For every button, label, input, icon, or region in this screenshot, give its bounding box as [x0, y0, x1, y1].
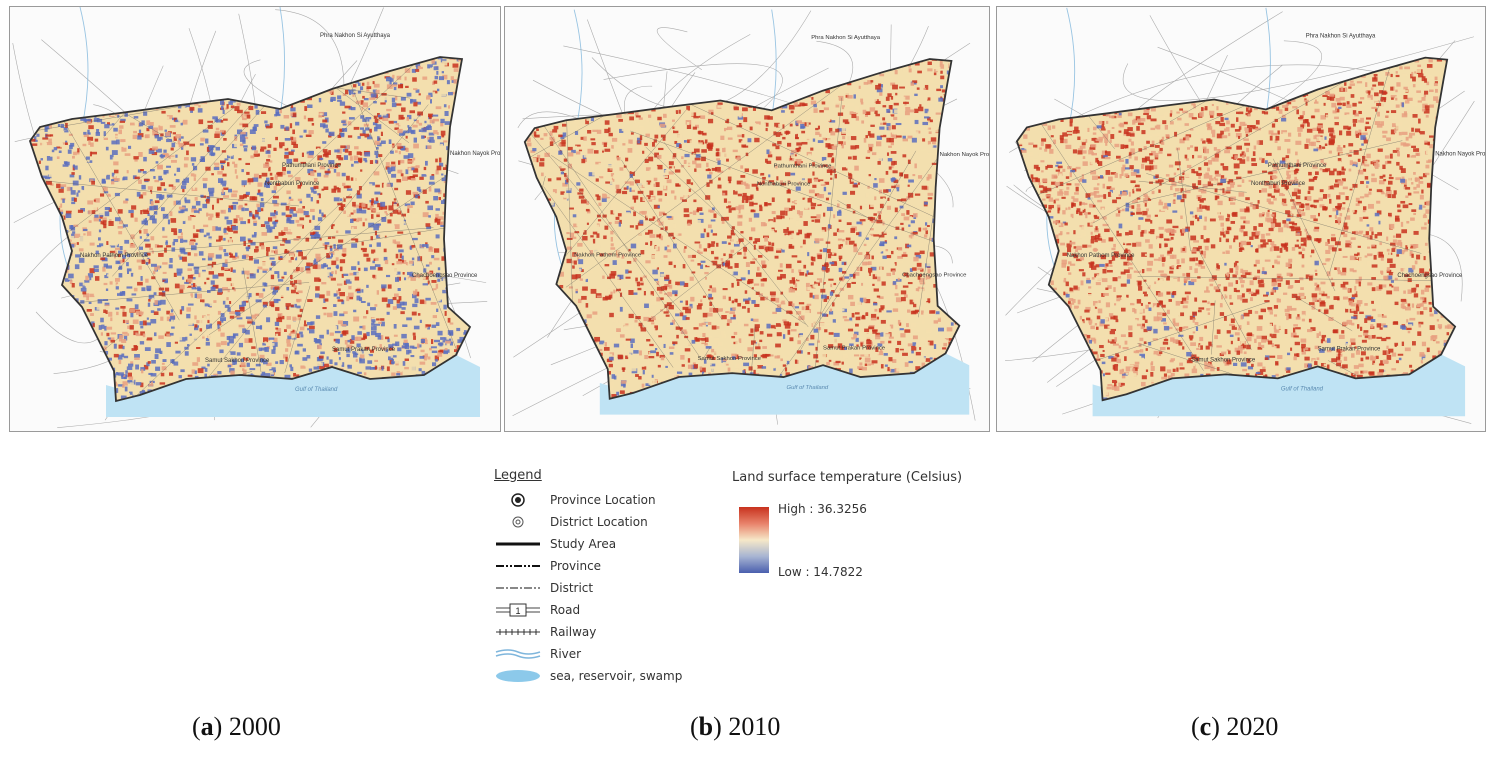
- caption-c: (c) 2020: [1191, 712, 1279, 741]
- map-label-samut_prakan: Samut Prakan Province: [1318, 346, 1381, 352]
- map-label-chachoengsao: Chachoengsao Province: [412, 273, 478, 279]
- lst-map-2000: Phra Nakhon Si Ayutthaya Pathumthani Prov…: [10, 7, 500, 431]
- legend-item-district: District: [494, 577, 724, 599]
- lst-low-label: Low : 14.7822: [778, 565, 863, 579]
- map-label-nonthaburi: Nonthaburi Province: [1251, 181, 1306, 187]
- map-label-samut_prakan: Samut Prakan Province: [823, 345, 886, 351]
- road-shield-number: 1: [515, 606, 520, 616]
- legend-item-river: River: [494, 643, 724, 665]
- province-boundary-icon: [494, 558, 542, 574]
- map-label-chachoengsao: Chachoengsao Province: [1397, 273, 1463, 279]
- legend-label: Province: [550, 559, 602, 573]
- map-panel-2020: Phra Nakhon Si Ayutthaya Pathumthani Prov…: [996, 6, 1486, 432]
- map-label-chachoengsao: Chachoengsao Province: [902, 272, 967, 278]
- caption-a: (a) 2000: [192, 712, 281, 741]
- legend-title: Legend: [494, 468, 542, 483]
- map-panel-2000: Phra Nakhon Si Ayutthaya Pathumthani Prov…: [9, 6, 501, 432]
- legend-item-province-location: Province Location: [494, 489, 724, 511]
- map-label-pathumthani: Pathumthani Province: [1268, 163, 1327, 169]
- district-location-icon: [494, 514, 542, 530]
- map-label-nakhon_nayok: Nakhon Nayok Province: [450, 151, 500, 157]
- map-label-samut_sakhon: Samut Sakhon Province: [1191, 357, 1256, 363]
- caption-b: (b) 2010: [690, 712, 781, 741]
- railway-icon: [494, 624, 542, 640]
- legend-label: Railway: [550, 625, 597, 639]
- water-body-icon: [494, 668, 542, 684]
- map-label-ayutthaya: Phra Nakhon Si Ayutthaya: [320, 33, 391, 39]
- map-label-nonthaburi: Nonthaburi Province: [265, 181, 320, 187]
- map-label-nakhon_pathom: Nakhon Pathom Province: [80, 253, 149, 259]
- legend-item-study-area: Study Area: [494, 533, 724, 555]
- legend-label: District: [550, 581, 594, 595]
- legend-item-water: sea, reservoir, swamp: [494, 665, 724, 687]
- legend-label: River: [550, 647, 582, 661]
- map-label-samut_sakhon: Samut Sakhon Province: [698, 356, 762, 362]
- map-label-nonthaburi: Nonthaburi Province: [757, 181, 811, 187]
- legend-item-province: Province: [494, 555, 724, 577]
- lst-high-label: High : 36.3256: [778, 502, 867, 516]
- map-label-samut_sakhon: Samut Sakhon Province: [205, 358, 270, 364]
- map-label-gulf: Gulf of Thailand: [1281, 386, 1324, 392]
- river-icon: [494, 646, 542, 662]
- legend-label: District Location: [550, 515, 648, 529]
- legend-item-district-location: District Location: [494, 511, 724, 533]
- map-label-samut_prakan: Samut Prakan Province: [332, 347, 396, 353]
- map-label-pathumthani: Pathumthani Province: [774, 164, 832, 170]
- legend-label: Study Area: [550, 537, 617, 551]
- road-shield-icon: 1: [494, 602, 542, 618]
- map-label-nakhon_pathom: Nakhon Pathom Province: [574, 253, 642, 259]
- map-label-pathumthani: Pathumthani Province: [282, 163, 341, 169]
- district-boundary-icon: [494, 580, 542, 596]
- map-label-gulf: Gulf of Thailand: [787, 385, 829, 391]
- study-area-line-icon: [494, 536, 542, 552]
- map-label-gulf: Gulf of Thailand: [295, 387, 338, 393]
- lst-map-2020: Phra Nakhon Si Ayutthaya Pathumthani Prov…: [997, 7, 1485, 431]
- map-panel-2010: Phra Nakhon Si Ayutthaya Pathumthani Prov…: [504, 6, 990, 432]
- map-label-nakhon_nayok: Nakhon Nayok Province: [1435, 151, 1485, 157]
- map-label-ayutthaya: Phra Nakhon Si Ayutthaya: [1306, 34, 1376, 40]
- legend-label: sea, reservoir, swamp: [550, 669, 683, 683]
- province-location-icon: [494, 492, 542, 508]
- map-legend: Legend Province Location District Locati…: [494, 468, 724, 687]
- map-label-nakhon_nayok: Nakhon Nayok Province: [940, 152, 989, 158]
- lst-map-2010: Phra Nakhon Si Ayutthaya Pathumthani Prov…: [505, 9, 989, 429]
- lst-color-ramp: [739, 507, 769, 573]
- lst-legend-title: Land surface temperature (Celsius): [732, 470, 963, 485]
- legend-label: Road: [550, 603, 581, 617]
- map-label-ayutthaya: Phra Nakhon Si Ayutthaya: [811, 35, 881, 41]
- map-label-nakhon_pathom: Nakhon Pathom Province: [1067, 253, 1135, 259]
- legend-item-road: 1 Road: [494, 599, 724, 621]
- legend-item-railway: Railway: [494, 621, 724, 643]
- legend-label: Province Location: [550, 493, 656, 507]
